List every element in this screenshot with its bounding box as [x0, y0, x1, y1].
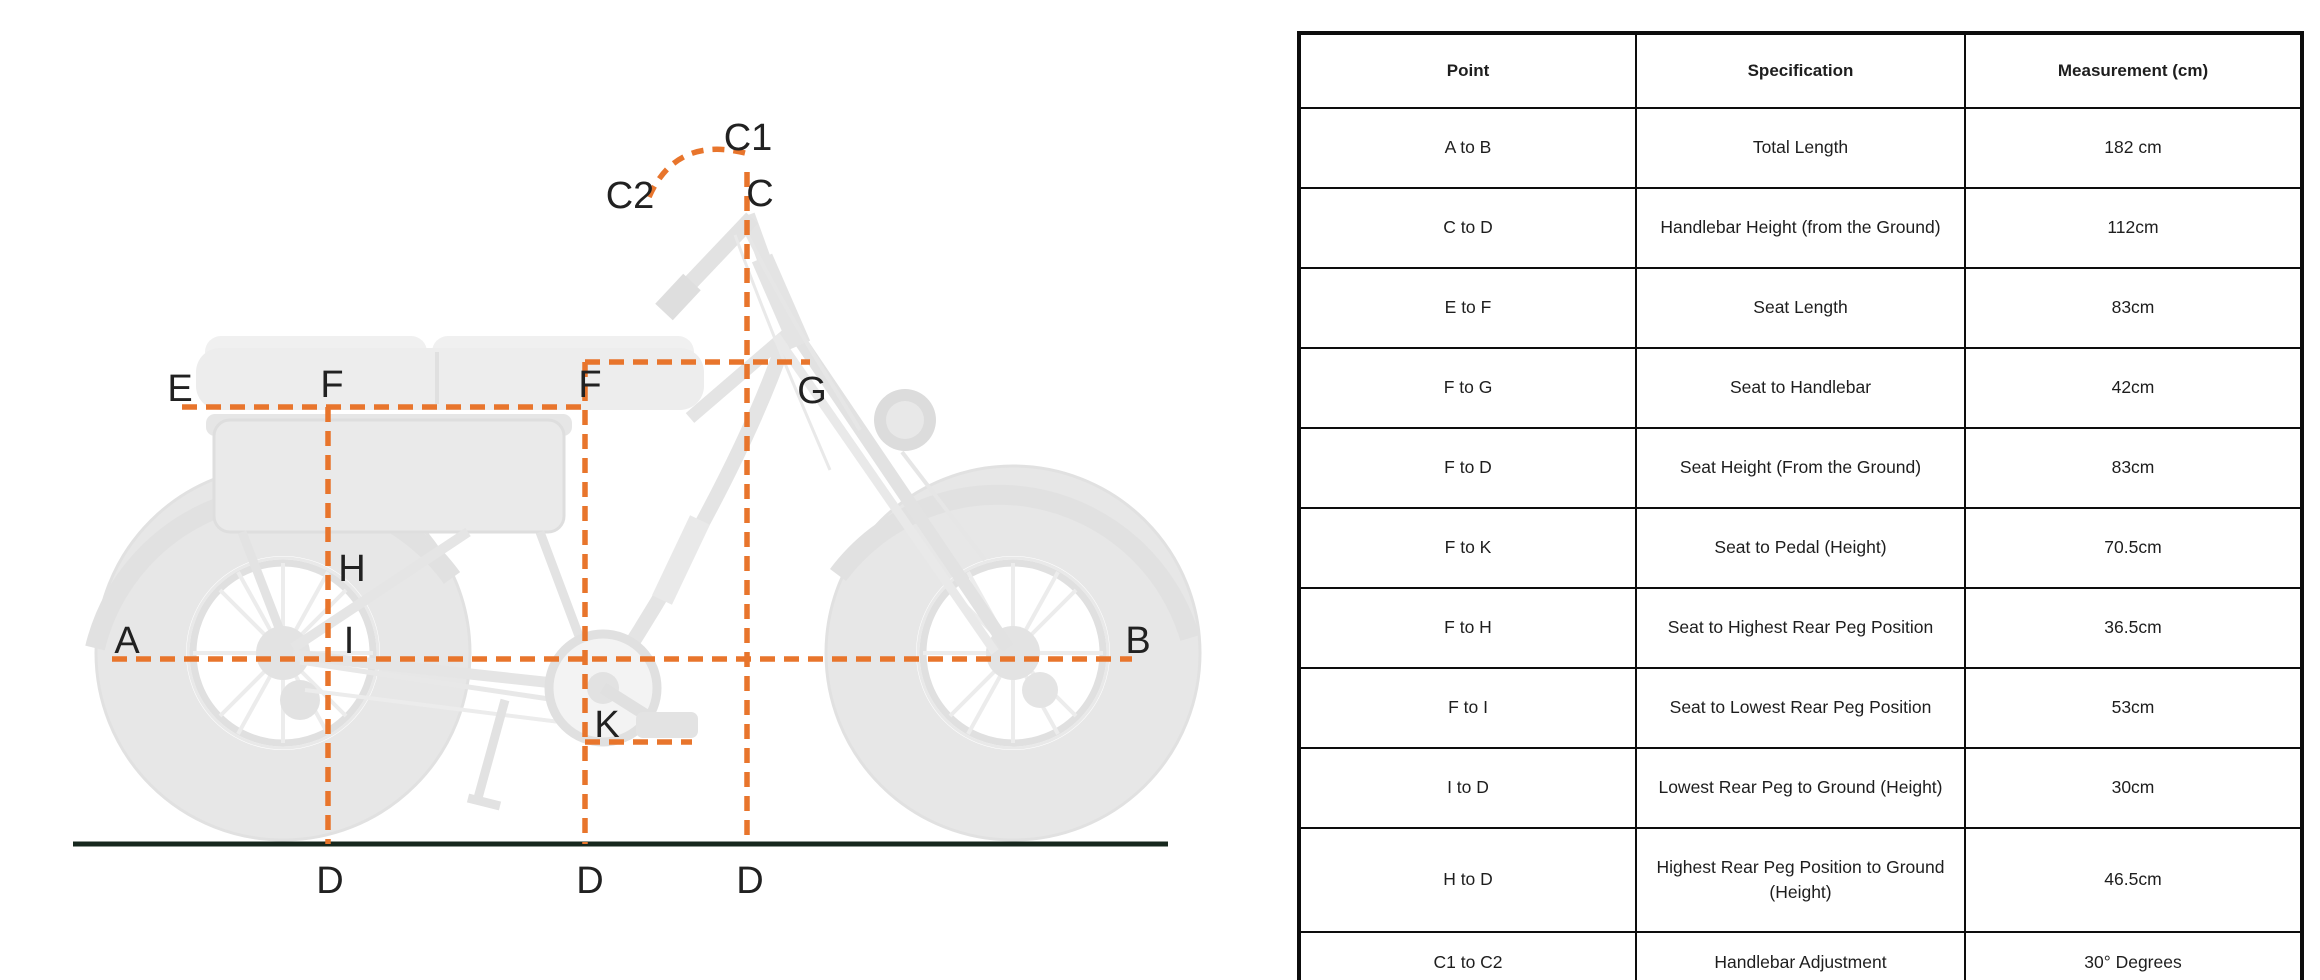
- table-cell-measurement: 83cm: [1964, 427, 2303, 509]
- table-cell-measurement: 112cm: [1964, 187, 2303, 269]
- table-cell-spec: Lowest Rear Peg to Ground (Height): [1635, 747, 1966, 829]
- table-row: F to G Seat to Handlebar 42cm: [1298, 347, 2303, 429]
- point-label-h: H: [338, 548, 365, 590]
- table-cell-measurement: 30cm: [1964, 747, 2303, 829]
- table-cell-point: F to H: [1298, 587, 1637, 669]
- table-cell-measurement: 46.5cm: [1964, 827, 2303, 933]
- frame: [290, 327, 795, 694]
- bike-measurement-diagram: C1 C2 C E F F G H A I B K D D D: [73, 117, 1202, 902]
- table-cell-measurement: 30° Degrees: [1964, 931, 2303, 980]
- point-label-e: E: [167, 368, 192, 410]
- column-header-measurement: Measurement (cm): [1964, 32, 2303, 109]
- front-fender: [829, 484, 1200, 641]
- point-label-f-front: F: [578, 364, 601, 406]
- table-cell-spec: Seat Height (From the Ground): [1635, 427, 1966, 509]
- table-row: C to D Handlebar Height (from the Ground…: [1298, 187, 2303, 269]
- table-cell-measurement: 53cm: [1964, 667, 2303, 749]
- table-cell-point: F to D: [1298, 427, 1637, 509]
- table-cell-spec: Seat to Lowest Rear Peg Position: [1635, 667, 1966, 749]
- table-row: H to D Highest Rear Peg Position to Grou…: [1298, 827, 2303, 933]
- point-label-c: C: [746, 173, 773, 215]
- table-cell-point: H to D: [1298, 827, 1637, 933]
- pedal: [636, 712, 698, 738]
- table-cell-point: C1 to C2: [1298, 931, 1637, 980]
- spec-table: Point Specification Measurement (cm) A t…: [1297, 31, 2304, 980]
- table-row: E to F Seat Length 83cm: [1298, 267, 2303, 349]
- front-wheel: [824, 464, 1202, 842]
- point-label-k: K: [594, 704, 619, 746]
- headlight: [874, 389, 987, 562]
- table-cell-point: C to D: [1298, 187, 1637, 269]
- table-cell-measurement: 83cm: [1964, 267, 2303, 349]
- point-label-c1: C1: [724, 117, 773, 159]
- table-cell-point: F to I: [1298, 667, 1637, 749]
- bike-ghost-image: [85, 212, 1202, 842]
- table-cell-spec: Total Length: [1635, 107, 1966, 189]
- cargo-basket: [206, 414, 593, 662]
- measurement-lines: [112, 146, 1132, 844]
- point-label-d-rear: D: [316, 860, 343, 902]
- table-cell-measurement: 70.5cm: [1964, 507, 2303, 589]
- point-label-c2: C2: [606, 175, 655, 217]
- spec-table-header: Point Specification Measurement (cm): [1298, 32, 2303, 109]
- table-cell-measurement: 42cm: [1964, 347, 2303, 429]
- table-cell-measurement: 36.5cm: [1964, 587, 2303, 669]
- column-header-point: Point: [1298, 32, 1637, 109]
- table-cell-spec: Highest Rear Peg Position to Ground (Hei…: [1635, 827, 1966, 933]
- table-cell-point: F to K: [1298, 507, 1637, 589]
- point-label-i: I: [344, 620, 355, 662]
- point-label-a: A: [114, 620, 140, 662]
- table-cell-spec: Seat to Handlebar: [1635, 347, 1966, 429]
- handlebar: [655, 212, 862, 471]
- table-row: F to H Seat to Highest Rear Peg Position…: [1298, 587, 2303, 669]
- table-cell-point: E to F: [1298, 267, 1637, 349]
- table-cell-point: I to D: [1298, 747, 1637, 829]
- table-row: F to D Seat Height (From the Ground) 83c…: [1298, 427, 2303, 509]
- table-cell-spec: Handlebar Adjustment: [1635, 931, 1966, 980]
- table-cell-spec: Handlebar Height (from the Ground): [1635, 187, 1966, 269]
- table-row: F to K Seat to Pedal (Height) 70.5cm: [1298, 507, 2303, 589]
- table-row: F to I Seat to Lowest Rear Peg Position …: [1298, 667, 2303, 749]
- point-labels: C1 C2 C E F F G H A I B K D D D: [114, 117, 1150, 902]
- point-label-d-front: D: [736, 860, 763, 902]
- table-header-row: Point Specification Measurement (cm): [1298, 32, 2303, 109]
- column-header-specification: Specification: [1635, 32, 1966, 109]
- table-cell-point: A to B: [1298, 107, 1637, 189]
- point-label-d-mid: D: [576, 860, 603, 902]
- spec-table-body: A to B Total Length 182 cm C to D Handle…: [1298, 107, 2303, 980]
- table-cell-spec: Seat Length: [1635, 267, 1966, 349]
- table-row: I to D Lowest Rear Peg to Ground (Height…: [1298, 747, 2303, 829]
- point-label-b: B: [1125, 620, 1150, 662]
- kickstand: [466, 698, 510, 811]
- table-cell-spec: Seat to Highest Rear Peg Position: [1635, 587, 1966, 669]
- table-cell-measurement: 182 cm: [1964, 107, 2303, 189]
- table-cell-spec: Seat to Pedal (Height): [1635, 507, 1966, 589]
- point-label-g: G: [797, 370, 827, 412]
- seat: [196, 336, 704, 410]
- table-row: C1 to C2 Handlebar Adjustment 30° Degree…: [1298, 931, 2303, 980]
- point-label-f-rear: F: [320, 364, 343, 406]
- table-cell-point: F to G: [1298, 347, 1637, 429]
- table-row: A to B Total Length 182 cm: [1298, 107, 2303, 189]
